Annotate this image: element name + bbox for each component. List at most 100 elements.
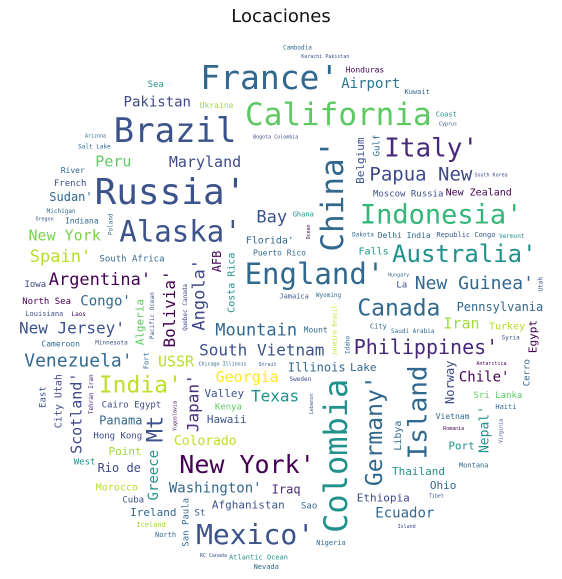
cloud-word: Virginia [498,419,504,443]
cloud-word: Haiti [495,403,516,411]
cloud-word: Cerro [523,359,533,386]
cloud-word: New Zealand [446,188,512,199]
cloud-word: China' [315,140,351,252]
cloud-word: Nigeria [316,539,346,547]
cloud-word: North [155,531,176,539]
cloud-word: Sudan' [49,190,92,204]
cloud-word: Mountain [215,321,297,341]
cloud-word: Egypt [526,320,539,353]
cloud-word: England' [245,257,385,291]
cloud-word: Nepal' [478,406,493,453]
cloud-word: Lake [350,361,377,374]
cloud-word: Ethiopia [357,491,410,504]
cloud-word: Tibet [429,494,444,500]
cloud-word: Romania [443,426,464,432]
cloud-word: Ukraine [200,101,234,110]
cloud-word: Costa Rica [227,253,238,313]
cloud-word: Cyprus [439,122,457,128]
cloud-word: South Korea [475,172,508,178]
cloud-word: Georgia [216,368,279,386]
cloud-word: New York' [179,450,314,479]
cloud-word: Maryland [169,153,241,171]
cloud-word: Utah [537,277,544,292]
cloud-word: Australia' [392,240,536,268]
cloud-word: Hong Kong [93,431,142,441]
cloud-word: Chicago Illinois [199,362,247,368]
cloud-word: Bogota Colombia [253,134,298,140]
cloud-word: Brazil [114,111,237,151]
cloud-word: Peru [95,153,131,171]
cloud-word: Yugoslavia [172,401,178,431]
cloud-word: Airport [341,76,400,92]
cloud-word: Colorado [174,434,237,449]
cloud-word: Canada [357,296,440,322]
cloud-word: Cambodia [283,45,312,52]
cloud-word: Cameroon [41,340,80,349]
cloud-word: Mt [143,416,168,443]
cloud-word: Port [448,440,475,453]
cloud-word: City [370,322,387,330]
cloud-word: Ecuador [375,506,434,522]
cloud-word: Rio de [98,461,141,475]
cloud-word: North Sea [22,297,71,307]
cloud-word: Hungary [388,273,409,279]
cloud-word: Congo' [80,293,131,309]
cloud-word: Argentina' [49,270,151,290]
cloud-word: Thailand [392,465,445,478]
cloud-word: Norway [443,361,457,404]
cloud-word: Scotland' [68,373,86,454]
cloud-word: Gulf [373,135,383,157]
cloud-word: Russia' [95,172,247,213]
cloud-word: Nevada [254,563,279,571]
cloud-word: Jamaica [279,292,309,300]
cloud-word: Cairo Egypt [102,400,162,410]
cloud-word: East [38,386,48,408]
cloud-word: Belgium [354,137,367,184]
cloud-word: Sao [301,501,317,511]
cloud-word: Pacific Ocean [149,292,156,339]
cloud-word: Germany' [362,375,388,486]
cloud-word: Illinois [288,361,346,375]
cloud-word: Papua New [369,163,473,185]
cloud-word: Kenya [215,402,242,412]
cloud-word: River [61,166,85,175]
cloud-word: Cuba [122,495,144,505]
cloud-word: San Paula [182,498,192,547]
cloud-word: Tehran Iran [88,374,95,414]
cloud-word: Atlantic Ocean [229,553,288,561]
cloud-word: Chile' [459,369,510,385]
cloud-word: Quebec Canada [182,284,189,331]
cloud-word: Indonesia' [360,199,523,230]
cloud-word: Syria [502,334,520,341]
cloud-word: Island [404,365,434,459]
cloud-word: Pakistan [124,95,191,111]
cloud-word: Iran [443,315,479,333]
cloud-word: Minnesota [95,339,128,346]
cloud-word: Bay [256,208,287,228]
cloud-word: New Guinea' [415,273,534,294]
cloud-word: India' [99,372,182,398]
cloud-word: Fort [143,352,151,369]
cloud-word: Mexico' [196,518,314,551]
cloud-word: Greece [146,450,162,501]
cloud-word: Hawaii [207,413,247,426]
cloud-word: Iceland [136,521,166,529]
cloud-word: South Vietnam [199,341,324,360]
cloud-word: Delhi India [378,231,431,240]
cloud-word: West [74,457,96,467]
cloud-word: Philippines' [354,335,499,359]
cloud-word: Vermont [499,233,525,240]
cloud-word: Mount [304,325,328,334]
cloud-word: Italy' [384,134,478,164]
cloud-word: Afghanistan [212,499,285,512]
cloud-word: California [245,97,432,133]
cloud-word: City Utah [54,374,65,428]
cloud-word: St [195,508,206,518]
cloud-word: AFB [210,251,224,273]
cloud-word: Montana [459,461,489,469]
cloud-word: Japan' [184,374,203,432]
cloud-word: Karachi Pakistan [301,54,349,60]
cloud-word: Indiana [65,216,99,225]
cloud-word: La [396,281,407,291]
